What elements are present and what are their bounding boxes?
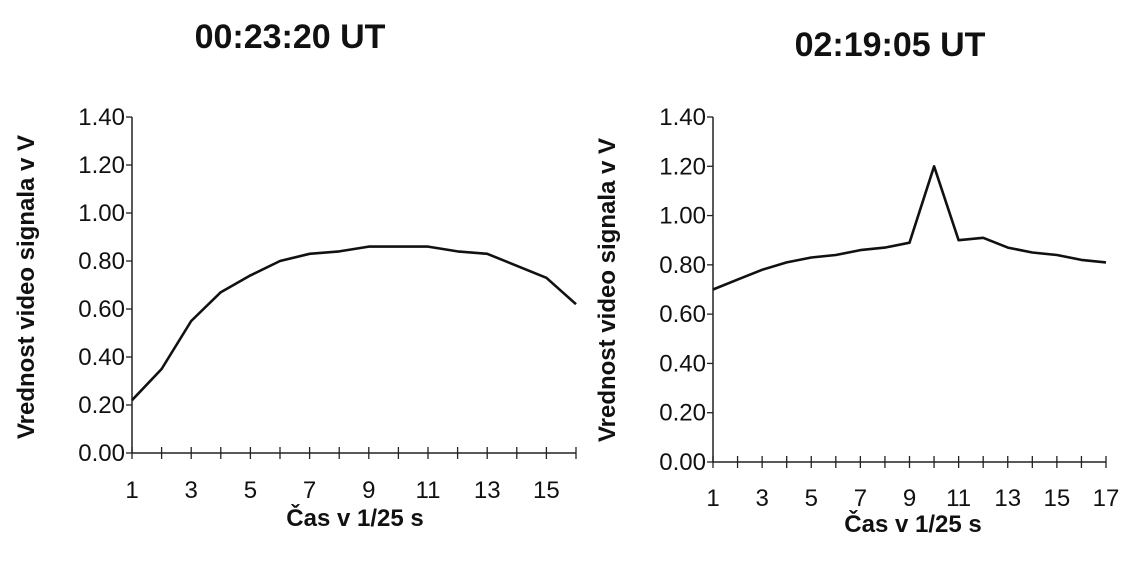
y-tick-label: 1.20	[78, 152, 125, 179]
x-tick-label: 11	[946, 485, 971, 512]
x-axis-label: Čas v 1/25 s	[844, 510, 981, 538]
x-tick-label: 15	[1044, 485, 1071, 512]
data-point	[956, 238, 961, 243]
y-tick-label: 0.40	[78, 344, 125, 371]
data-point	[784, 260, 789, 265]
data-point	[366, 244, 371, 249]
x-tick-label: 3	[185, 477, 198, 504]
y-axis-label: Vrednost video signala v V	[594, 138, 621, 442]
data-point	[544, 275, 549, 280]
data-point	[159, 367, 164, 372]
chart-title: 00:23:20 UT	[195, 18, 386, 56]
data-point	[735, 277, 740, 282]
data-point	[130, 398, 135, 403]
y-tick-label: 0.00	[78, 440, 125, 467]
x-tick-label: 7	[854, 485, 867, 512]
data-point	[514, 263, 519, 268]
x-tick-label: 13	[994, 485, 1021, 512]
data-point	[882, 245, 887, 250]
x-tick-label: 15	[533, 477, 560, 504]
x-tick-label: 3	[755, 485, 768, 512]
y-tick-label: 0.80	[659, 252, 706, 279]
data-point	[1079, 257, 1084, 262]
x-tick-label: 7	[303, 477, 316, 504]
data-point	[248, 273, 253, 278]
y-tick-label: 0.00	[659, 449, 706, 476]
data-point	[981, 235, 986, 240]
data-point	[426, 244, 431, 249]
y-tick-label: 0.20	[659, 400, 706, 427]
data-point	[833, 253, 838, 258]
data-point	[760, 267, 765, 272]
x-tick-label: 9	[362, 477, 375, 504]
y-tick-label: 1.40	[78, 104, 125, 131]
y-tick-label: 1.40	[659, 104, 706, 131]
data-point	[1030, 250, 1035, 255]
series-line	[712, 165, 1107, 291]
data-point	[455, 249, 460, 254]
y-tick-label: 1.00	[659, 203, 706, 230]
x-tick-label: 13	[474, 477, 501, 504]
data-point	[932, 164, 937, 169]
y-tick-label: 0.80	[78, 248, 125, 275]
data-point	[711, 287, 716, 292]
data-point	[189, 319, 194, 324]
x-tick-label: 11	[416, 477, 441, 504]
y-tick-label: 1.20	[659, 153, 706, 180]
data-point	[1104, 260, 1109, 265]
x-tick-label: 9	[903, 485, 916, 512]
data-point	[809, 255, 814, 260]
chart-right: 02:19:05 UT Vrednost video signala v V Č…	[580, 0, 1125, 562]
data-point	[1054, 253, 1059, 258]
y-tick-label: 0.20	[78, 392, 125, 419]
data-point	[218, 290, 223, 295]
x-axis-label: Čas v 1/25 s	[286, 504, 423, 532]
data-point	[1005, 245, 1010, 250]
data-point	[485, 251, 490, 256]
data-point	[574, 302, 579, 307]
chart-left: 00:23:20 UT Vrednost video signala v V Č…	[13, 18, 579, 532]
y-tick-label: 0.60	[78, 296, 125, 323]
x-tick-label: 5	[805, 485, 818, 512]
chart-right-svg: 02:19:05 UT Vrednost video signala v V Č…	[594, 26, 1120, 538]
data-point	[907, 240, 912, 245]
data-point	[396, 244, 401, 249]
x-tick-label: 17	[1093, 485, 1120, 512]
y-tick-label: 0.60	[659, 301, 706, 328]
x-tick-label: 5	[244, 477, 257, 504]
data-point	[307, 251, 312, 256]
y-tick-label: 1.00	[78, 200, 125, 227]
chart-title: 02:19:05 UT	[795, 26, 986, 64]
series-line	[131, 245, 577, 402]
data-point	[278, 259, 283, 264]
x-tick-label: 1	[125, 477, 138, 504]
chart-left-svg: 00:23:20 UT Vrednost video signala v V Č…	[13, 18, 579, 532]
y-axis-label: Vrednost video signala v V	[13, 135, 40, 439]
y-tick-label: 0.40	[659, 350, 706, 377]
data-point	[337, 249, 342, 254]
data-point	[858, 248, 863, 253]
x-tick-label: 1	[706, 485, 719, 512]
